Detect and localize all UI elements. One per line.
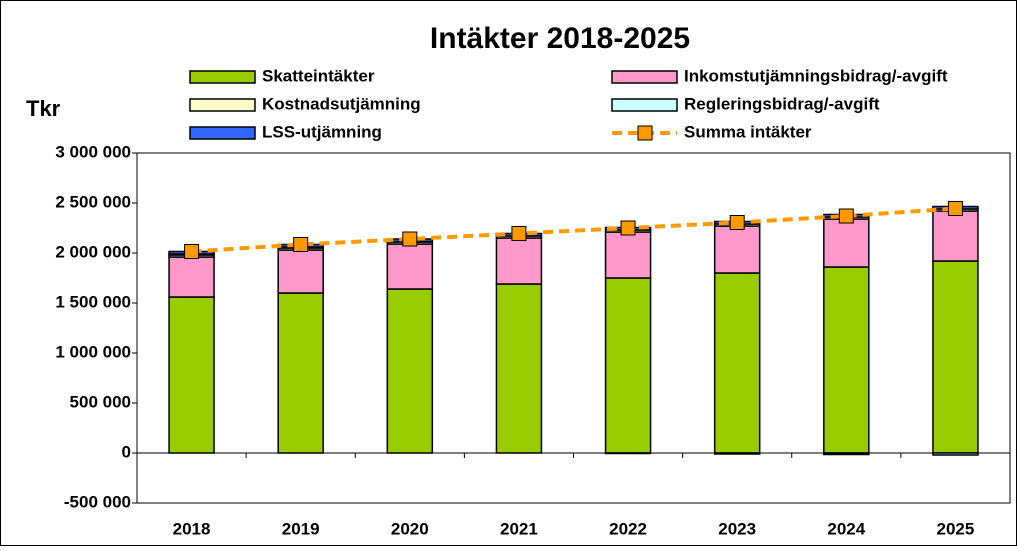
x-tick-label: 2021 <box>500 519 538 538</box>
bar-segment <box>604 231 652 279</box>
line-marker <box>184 244 200 259</box>
line-marker <box>729 215 745 230</box>
x-tick-label: 2019 <box>282 519 320 538</box>
x-tick-label: 2018 <box>173 519 211 538</box>
bar-segment <box>604 452 652 455</box>
bar-segment <box>277 249 324 294</box>
legend-label: Summa intäkter <box>684 122 812 141</box>
bar-segment <box>932 452 979 456</box>
bar-segment <box>932 210 979 262</box>
bar-segment <box>823 266 870 454</box>
legend-swatch <box>189 70 256 84</box>
y-tick-label: 0 <box>122 442 131 461</box>
bar-segment <box>932 260 979 454</box>
y-tick-label: 1 000 000 <box>55 342 131 361</box>
y-tick-label: -500 000 <box>64 492 131 511</box>
y-tick-label: 2 500 000 <box>55 192 131 211</box>
bar-segment <box>713 225 761 274</box>
x-tick-label: 2022 <box>609 519 647 538</box>
bar-segment <box>713 452 761 455</box>
legend-marker <box>637 125 653 141</box>
bar-segment <box>823 218 870 268</box>
legend-label: Regleringsbidrag/-avgift <box>684 94 880 113</box>
bar-segment <box>495 237 543 285</box>
bar-segment <box>604 277 652 454</box>
bar-segment <box>277 292 324 454</box>
legend-swatch <box>189 98 256 112</box>
y-tick-label: 1 500 000 <box>55 292 131 311</box>
line-marker <box>293 237 309 252</box>
legend-swatch <box>611 98 678 112</box>
bar-segment <box>386 243 434 290</box>
legend-swatch <box>189 126 256 140</box>
legend-swatch <box>611 70 678 84</box>
line-marker <box>511 226 527 241</box>
x-tick-label: 2020 <box>391 519 429 538</box>
x-tick-label: 2023 <box>718 519 756 538</box>
x-tick-label: 2025 <box>937 519 975 538</box>
y-axis-label: Tkr <box>26 96 61 121</box>
legend-label: Skatteintäkter <box>262 66 375 85</box>
bar-segment <box>823 452 870 456</box>
chart-title: Intäkter 2018-2025 <box>430 22 690 55</box>
line-marker <box>947 201 963 216</box>
x-tick-label: 2024 <box>827 519 865 538</box>
legend-label: Inkomstutjämningsbidrag/-avgift <box>684 66 948 85</box>
y-tick-label: 2 000 000 <box>55 242 131 261</box>
plot-area <box>136 152 1011 504</box>
bar-segment <box>386 288 434 454</box>
bar-segment <box>168 256 215 298</box>
legend-label: LSS-utjämning <box>262 122 382 141</box>
line-marker <box>838 208 854 224</box>
line-marker <box>402 231 418 247</box>
y-tick-label: 3 000 000 <box>55 142 131 161</box>
y-tick-label: 500 000 <box>70 392 131 411</box>
bar-segment <box>713 272 761 454</box>
legend-label: Kostnadsutjämning <box>262 94 421 113</box>
bar-segment <box>495 283 543 454</box>
bar-segment <box>168 296 215 454</box>
line-marker <box>620 220 636 236</box>
